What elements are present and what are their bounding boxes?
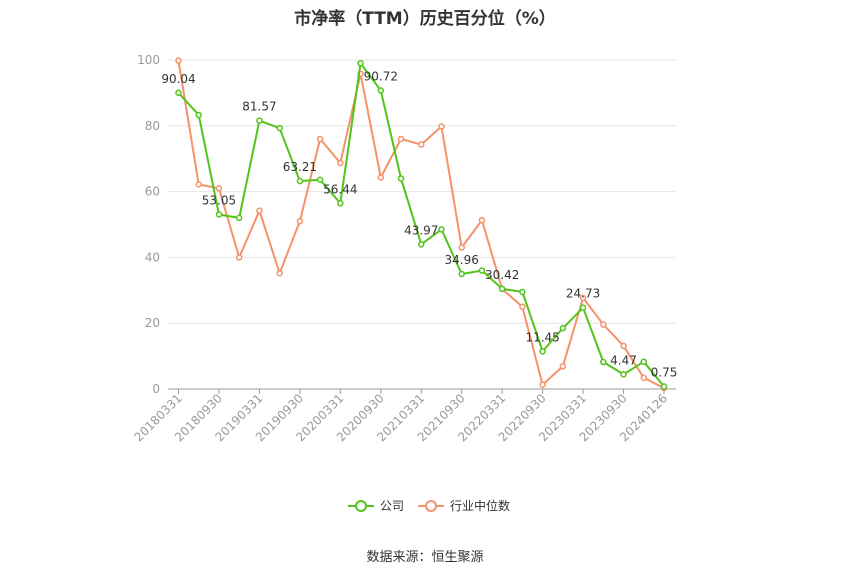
- data-label: 11.45: [525, 330, 559, 344]
- data-point-company: [276, 124, 283, 132]
- data-point-company: [195, 111, 202, 119]
- legend-label: 公司: [380, 499, 404, 513]
- data-point-industry-median: [195, 181, 202, 188]
- y-tick-label: 20: [145, 316, 160, 330]
- data-point-industry-median: [276, 269, 283, 277]
- data-point-industry-median: [458, 244, 465, 251]
- data-point-company: [539, 348, 546, 355]
- data-point-industry-median: [397, 135, 405, 143]
- data-point-industry-median: [640, 374, 648, 382]
- data-label: 90.04: [161, 72, 195, 86]
- data-point-industry-median: [620, 342, 627, 350]
- data-point-industry-median: [600, 321, 607, 328]
- data-label: 30.42: [485, 268, 519, 282]
- data-point-company: [559, 324, 567, 332]
- data-point-industry-median: [539, 381, 546, 388]
- data-point-company: [579, 304, 587, 311]
- data-point-company: [215, 211, 223, 218]
- data-point-industry-median: [579, 294, 587, 302]
- data-labels: 90.04 53.05 81.57 63.21 56.44 90.72 43.97 34.96…: [161, 70, 677, 380]
- data-point-industry-median: [256, 207, 263, 214]
- data-point-company: [235, 214, 243, 222]
- data-point-industry-median: [418, 141, 425, 148]
- legend-label: 行业中位数: [450, 498, 510, 513]
- data-point-industry-median: [559, 363, 567, 370]
- grid-lines: [168, 59, 676, 324]
- data-point-industry-median: [235, 254, 243, 261]
- data-label: 4.47: [610, 353, 637, 367]
- x-axis-ticks: 2018033120180930201903312019093020200331…: [132, 389, 670, 444]
- data-point-company: [458, 270, 465, 278]
- legend-item-industry-median[interactable]: 行业中位数: [418, 498, 510, 513]
- data-point-company: [438, 226, 445, 233]
- data-label: 34.96: [445, 253, 479, 267]
- y-tick-label: 60: [145, 185, 160, 199]
- data-point-company: [660, 383, 668, 390]
- legend[interactable]: 公司 行业中位数: [348, 498, 510, 513]
- data-point-industry-median: [377, 174, 385, 181]
- data-point-industry-median: [175, 57, 182, 64]
- data-point-company: [519, 288, 526, 296]
- data-point-industry-median: [519, 303, 526, 310]
- data-label: 63.21: [283, 160, 317, 174]
- legend-swatch-marker: [355, 500, 367, 512]
- data-point-industry-median: [316, 135, 324, 143]
- data-label: 53.05: [202, 193, 236, 207]
- y-axis-ticks: 0 20 40 60 80 100: [137, 53, 160, 396]
- data-label: 90.72: [364, 70, 398, 84]
- data-point-industry-median: [296, 217, 304, 225]
- data-point-company: [377, 87, 385, 94]
- data-point-company: [478, 267, 486, 274]
- data-label: 24.73: [566, 287, 600, 301]
- data-point-company: [620, 371, 627, 378]
- chart-title: 市净率（TTM）历史百分位（%）: [294, 9, 556, 29]
- data-label: 56.44: [323, 182, 357, 196]
- y-tick-label: 80: [145, 119, 160, 133]
- data-label: 43.97: [404, 223, 438, 237]
- data-point-company: [498, 285, 506, 293]
- series-lines: [175, 57, 668, 392]
- data-point-company: [600, 358, 607, 366]
- data-point-company: [418, 241, 425, 248]
- data-point-company: [256, 117, 263, 124]
- data-point-company: [357, 60, 364, 67]
- data-point-company: [296, 177, 304, 185]
- data-label: 81.57: [242, 100, 276, 114]
- source-note: 数据来源：恒生聚源: [366, 550, 484, 565]
- data-point-company: [316, 176, 324, 184]
- legend-item-company[interactable]: 公司: [348, 499, 404, 513]
- y-tick-label: 100: [137, 53, 160, 67]
- y-tick-label: 40: [145, 250, 160, 264]
- legend-swatch-marker: [425, 500, 437, 512]
- data-point-industry-median: [438, 123, 445, 130]
- data-label: 0.75: [651, 366, 678, 380]
- y-tick-label: 0: [152, 382, 160, 396]
- data-point-company: [397, 175, 405, 182]
- data-point-industry-median: [478, 216, 486, 224]
- data-point-company: [337, 200, 344, 207]
- data-point-company: [640, 358, 648, 365]
- data-point-industry-median: [215, 185, 223, 192]
- data-point-industry-median: [337, 159, 344, 167]
- data-point-company: [175, 89, 182, 97]
